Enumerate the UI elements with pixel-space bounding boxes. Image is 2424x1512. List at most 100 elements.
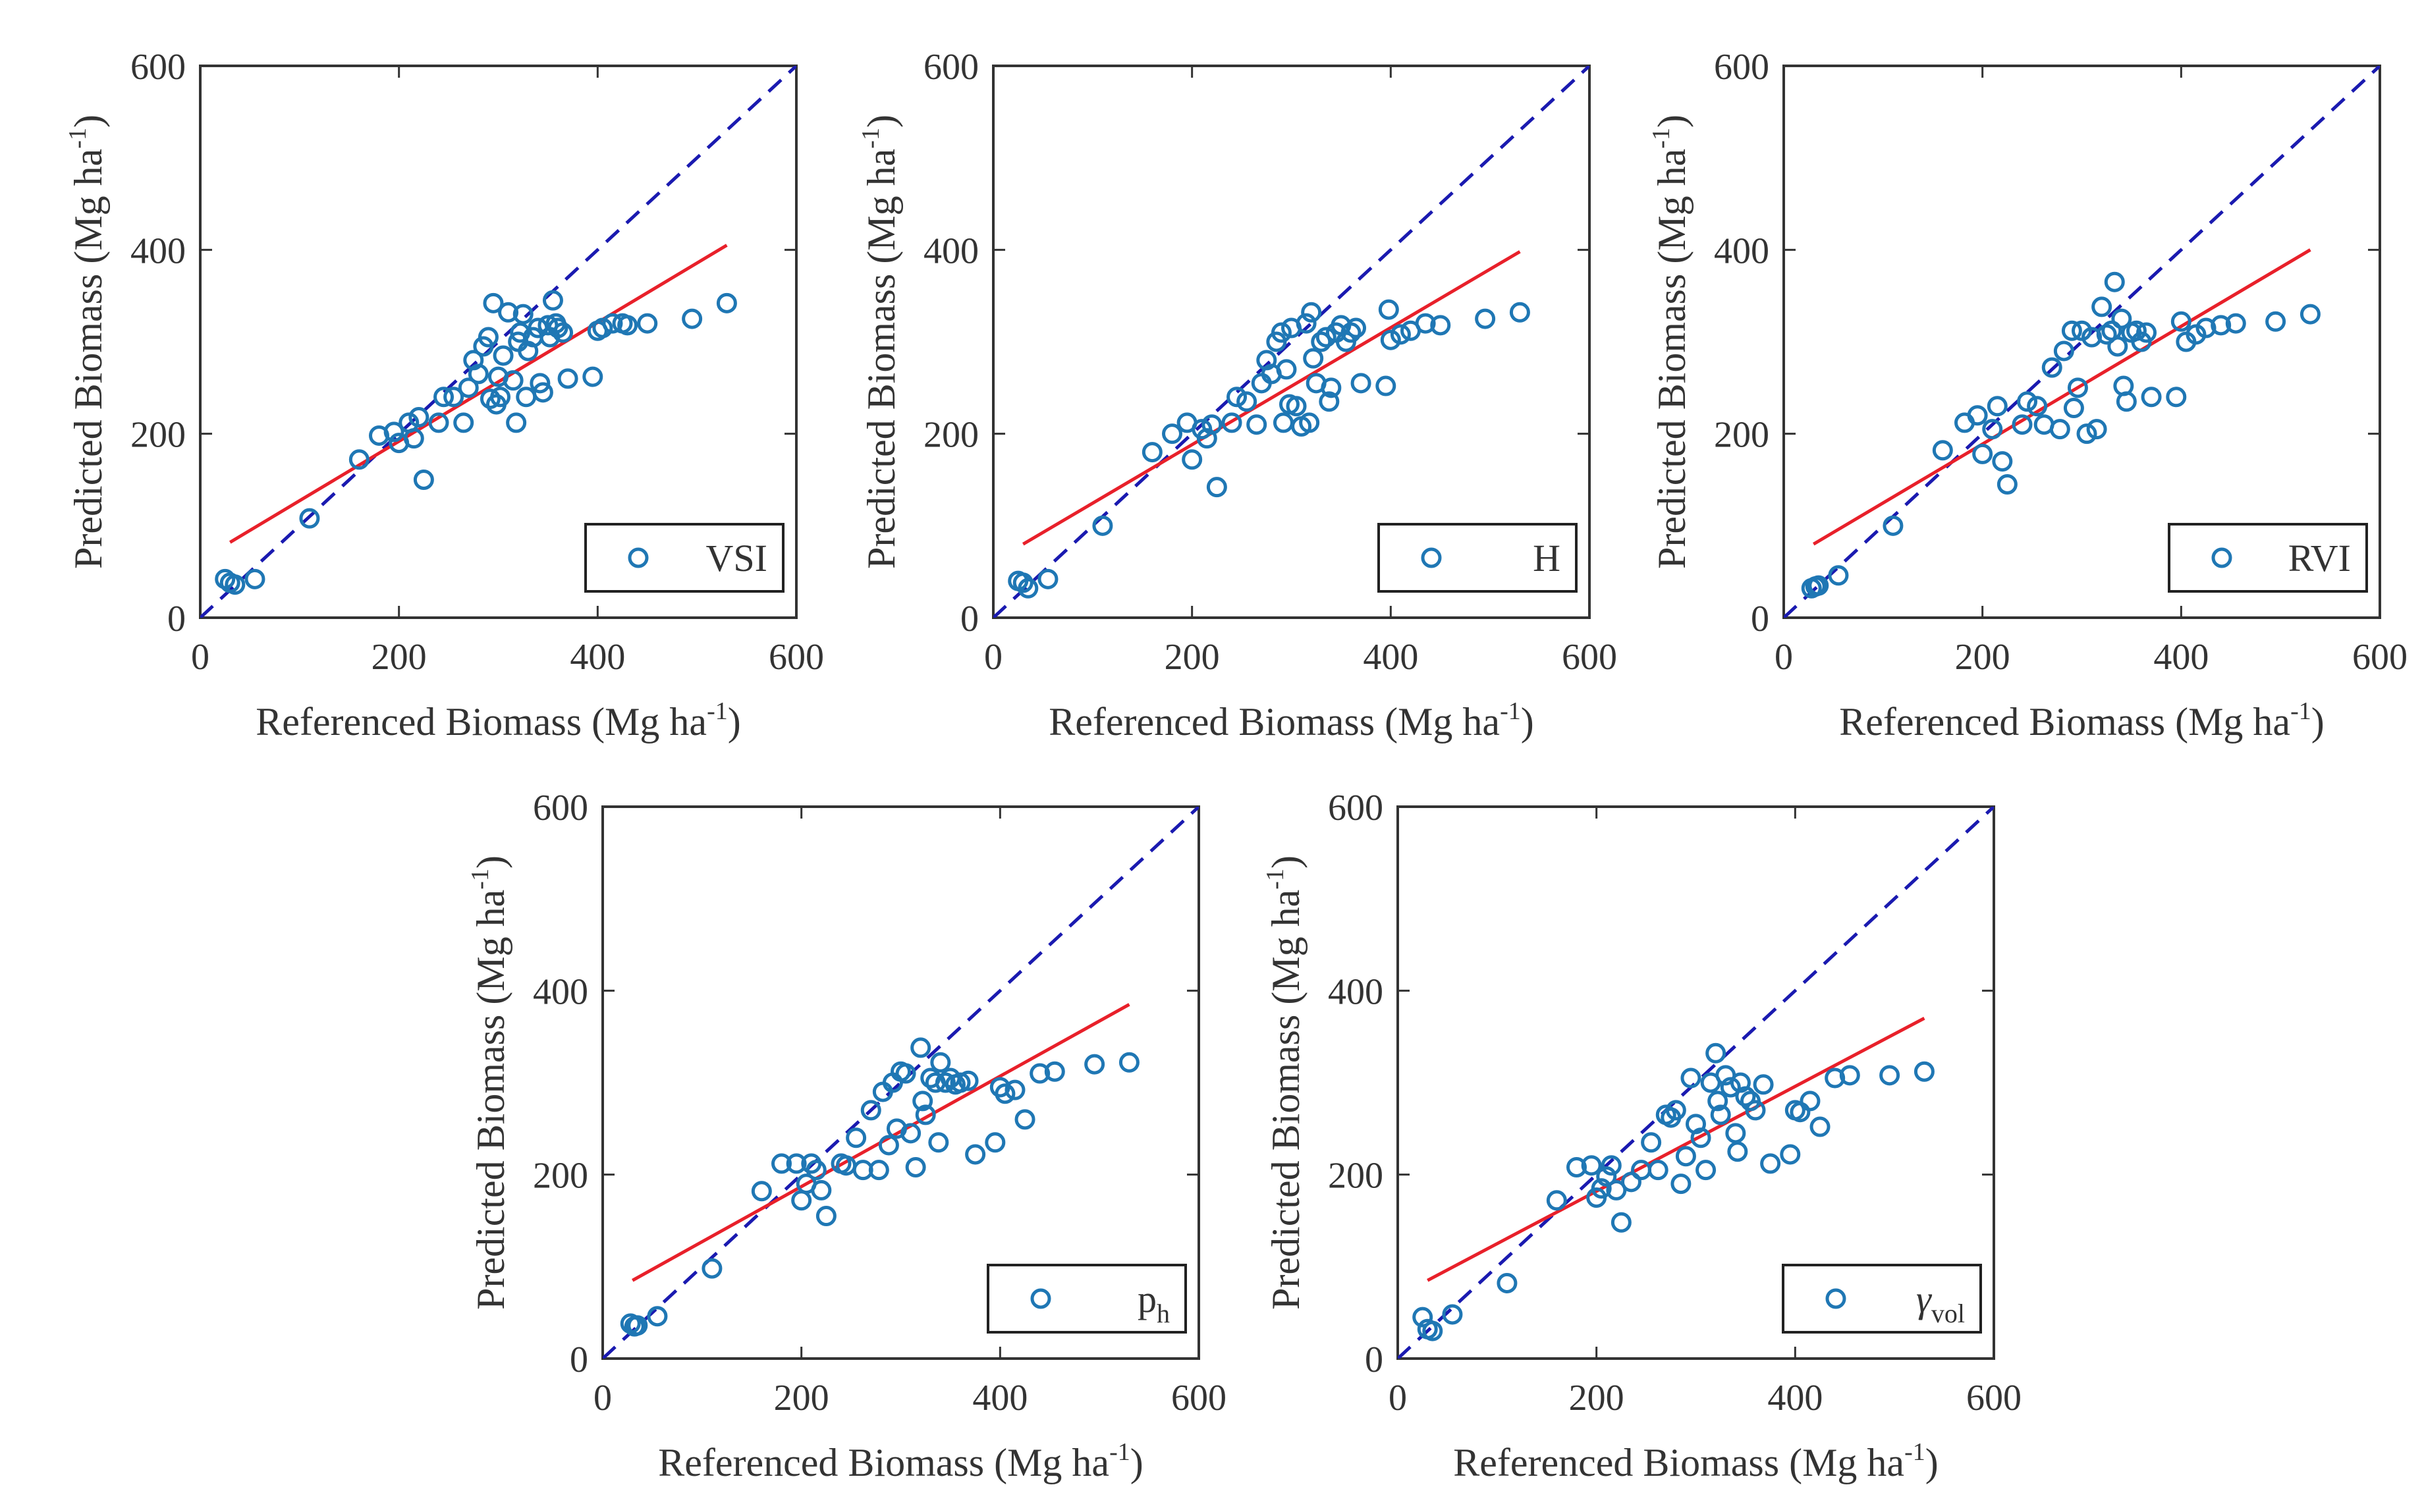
data-point	[958, 1070, 979, 1091]
legend-marker	[1030, 1288, 1051, 1309]
x-tick-label: 200	[1165, 637, 1220, 678]
legend-marker	[628, 547, 649, 568]
panel-4: 0 200 400 600 0 200 400 600 Referenced Biomass (…	[466, 788, 1226, 1484]
x-tick-label: 400	[570, 637, 625, 678]
data-point	[786, 1153, 807, 1174]
y-tick-label: 0	[1365, 1339, 1383, 1380]
data-point	[1118, 1052, 1140, 1073]
x-tick-label: 200	[774, 1378, 829, 1418]
y-tick-label: 400	[533, 971, 588, 1012]
data-point	[483, 292, 504, 313]
data-point	[1303, 348, 1324, 369]
y-tick-label: 600	[1328, 788, 1383, 828]
data-point	[2091, 296, 2112, 317]
identity-line	[200, 66, 796, 618]
data-point	[1475, 308, 1496, 329]
data-point	[2053, 340, 2074, 362]
data-point	[895, 1063, 916, 1084]
data-point	[490, 387, 511, 408]
data-point	[1591, 1178, 1612, 1199]
data-point	[1546, 1190, 1567, 1211]
y-tick-label: 400	[923, 230, 979, 271]
data-point	[530, 373, 551, 394]
data-point	[751, 1181, 772, 1202]
data-point	[1735, 1086, 1756, 1107]
data-point	[1142, 442, 1163, 463]
x-axis-label: Referenced Biomass (Mg ha-1)	[1049, 697, 1533, 743]
data-point	[1037, 568, 1059, 589]
data-point	[383, 421, 404, 443]
legend: RVI	[2168, 523, 2368, 593]
regression-line	[1812, 248, 2311, 546]
data-point	[2086, 419, 2107, 440]
data-point	[1321, 377, 1342, 398]
data-point	[1319, 391, 1340, 412]
data-point	[637, 313, 658, 334]
axes-frame	[199, 65, 798, 619]
data-point	[815, 1206, 837, 1227]
axes-frame	[601, 805, 1200, 1360]
data-point	[1675, 1146, 1696, 1167]
data-point	[1809, 1116, 1831, 1137]
data-point	[1647, 1160, 1668, 1181]
x-tick-label: 600	[2352, 637, 2408, 678]
data-point	[791, 1190, 812, 1211]
y-axis-label: Predicted Biomass (Mg ha-1)	[1647, 115, 1694, 569]
data-point	[910, 1037, 931, 1058]
y-axis-label: Predicted Biomass (Mg ha-1)	[857, 115, 903, 569]
y-axis-label: Predicted Biomass (Mg ha-1)	[466, 855, 512, 1310]
data-point	[2111, 308, 2132, 329]
data-point	[1720, 1077, 1741, 1098]
data-point	[1611, 1212, 1632, 1233]
data-point	[1084, 1054, 1105, 1075]
data-point	[1808, 575, 1829, 596]
data-point	[1346, 317, 1367, 338]
data-point	[1005, 1079, 1026, 1100]
data-point	[1030, 1063, 1051, 1084]
data-point	[912, 1091, 933, 1112]
data-point	[2141, 387, 2162, 408]
data-point	[2027, 396, 2048, 417]
x-tick-label: 600	[1562, 637, 1617, 678]
data-point	[1014, 1109, 1035, 1130]
data-point	[702, 1258, 723, 1279]
x-tick-label: 400	[2153, 637, 2209, 678]
panel-1: 0 200 400 600 0 200 400 600 Referenced Biomass (…	[64, 47, 824, 743]
data-point	[428, 412, 449, 433]
x-tick-label: 600	[1966, 1378, 2022, 1418]
data-point	[1380, 329, 1401, 350]
data-point	[480, 389, 501, 410]
data-point	[1972, 443, 1993, 464]
y-tick-label: 200	[923, 415, 979, 456]
legend-label: RVI	[2288, 537, 2351, 580]
data-point	[1601, 1155, 1622, 1176]
data-point	[2170, 311, 2191, 332]
identity-line	[1784, 66, 2380, 618]
panel-2: 0 200 400 600 0 200 400 600 Referenced Biomass (…	[857, 47, 1617, 743]
data-point	[498, 302, 519, 323]
x-tick-label: 0	[191, 637, 209, 678]
data-point	[1018, 578, 1039, 599]
data-point	[878, 1135, 899, 1156]
data-point	[1296, 313, 1317, 334]
legend-box	[2168, 523, 2368, 593]
data-point	[1301, 302, 1322, 323]
data-point	[1390, 324, 1411, 345]
data-point	[1221, 412, 1242, 433]
data-point	[478, 327, 499, 348]
data-point	[2225, 313, 2246, 334]
data-point	[1828, 565, 1849, 586]
data-point	[433, 387, 454, 408]
y-tick-label: 600	[130, 47, 186, 88]
legend-label: γvol	[1916, 1278, 1965, 1328]
legend: VSI	[584, 523, 785, 593]
data-point	[617, 315, 638, 336]
x-tick-label: 400	[1363, 637, 1418, 678]
x-tick-label: 0	[984, 637, 1003, 678]
data-point	[493, 345, 514, 366]
y-axis-label: Predicted Biomass (Mg ha-1)	[1261, 855, 1308, 1310]
data-point	[503, 370, 524, 391]
data-point	[1967, 405, 1988, 426]
data-point	[2116, 391, 2137, 412]
data-point	[1690, 1127, 1711, 1148]
